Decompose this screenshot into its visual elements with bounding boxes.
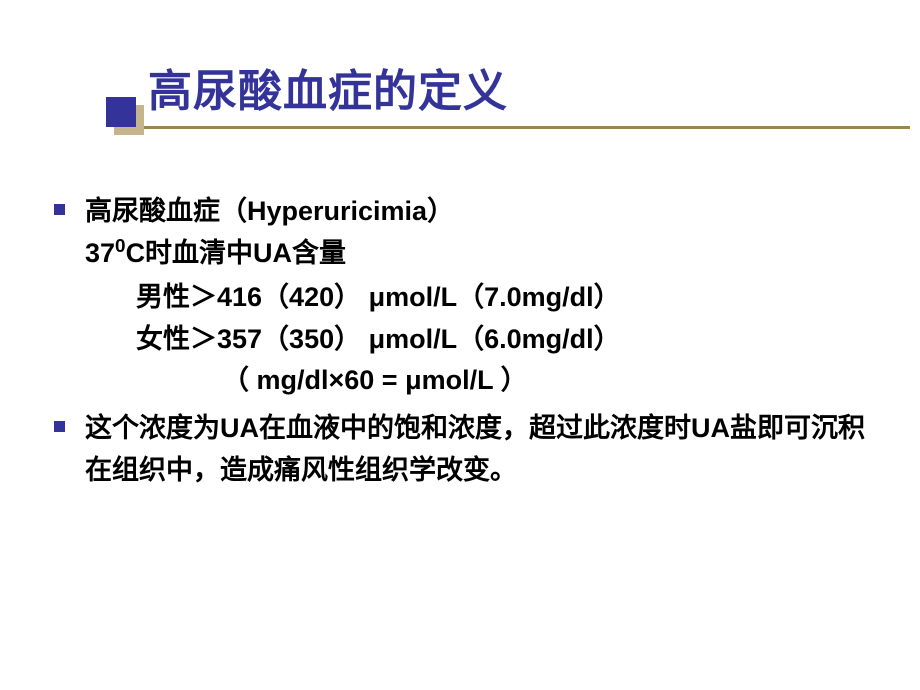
body-sub-line: 男性＞416（420） μmol/L（7.0mg/dl） — [54, 277, 870, 319]
bullet-item: 这个浓度为UA在血液中的饱和浓度，超过此浓度时UA盐即可沉积在组织中，造成痛风性… — [54, 408, 870, 492]
bullet-item: 高尿酸血症（Hyperuricimia） 370C时血清中UA含量 — [54, 191, 870, 275]
body-line: 高尿酸血症（Hyperuricimia） — [85, 191, 870, 233]
bullet-text: 这个浓度为UA在血液中的饱和浓度，超过此浓度时UA盐即可沉积在组织中，造成痛风性… — [85, 408, 870, 492]
bullet-text: 高尿酸血症（Hyperuricimia） 370C时血清中UA含量 — [85, 191, 870, 275]
slide-title: 高尿酸血症的定义 — [120, 55, 870, 119]
bullet-icon — [54, 204, 65, 215]
body-line: 370C时血清中UA含量 — [85, 233, 870, 275]
title-underline — [134, 126, 910, 129]
title-area: 高尿酸血症的定义 — [120, 55, 870, 119]
slide: 高尿酸血症的定义 高尿酸血症（Hyperuricimia） 370C时血清中UA… — [0, 0, 920, 690]
body-sub-line: （ mg/dl×60 = μmol/L ） — [54, 360, 870, 402]
slide-body: 高尿酸血症（Hyperuricimia） 370C时血清中UA含量 男性＞416… — [50, 191, 870, 492]
body-sub-line: 女性＞357（350） μmol/L（6.0mg/dl） — [54, 319, 870, 361]
bullet-icon — [54, 421, 65, 432]
